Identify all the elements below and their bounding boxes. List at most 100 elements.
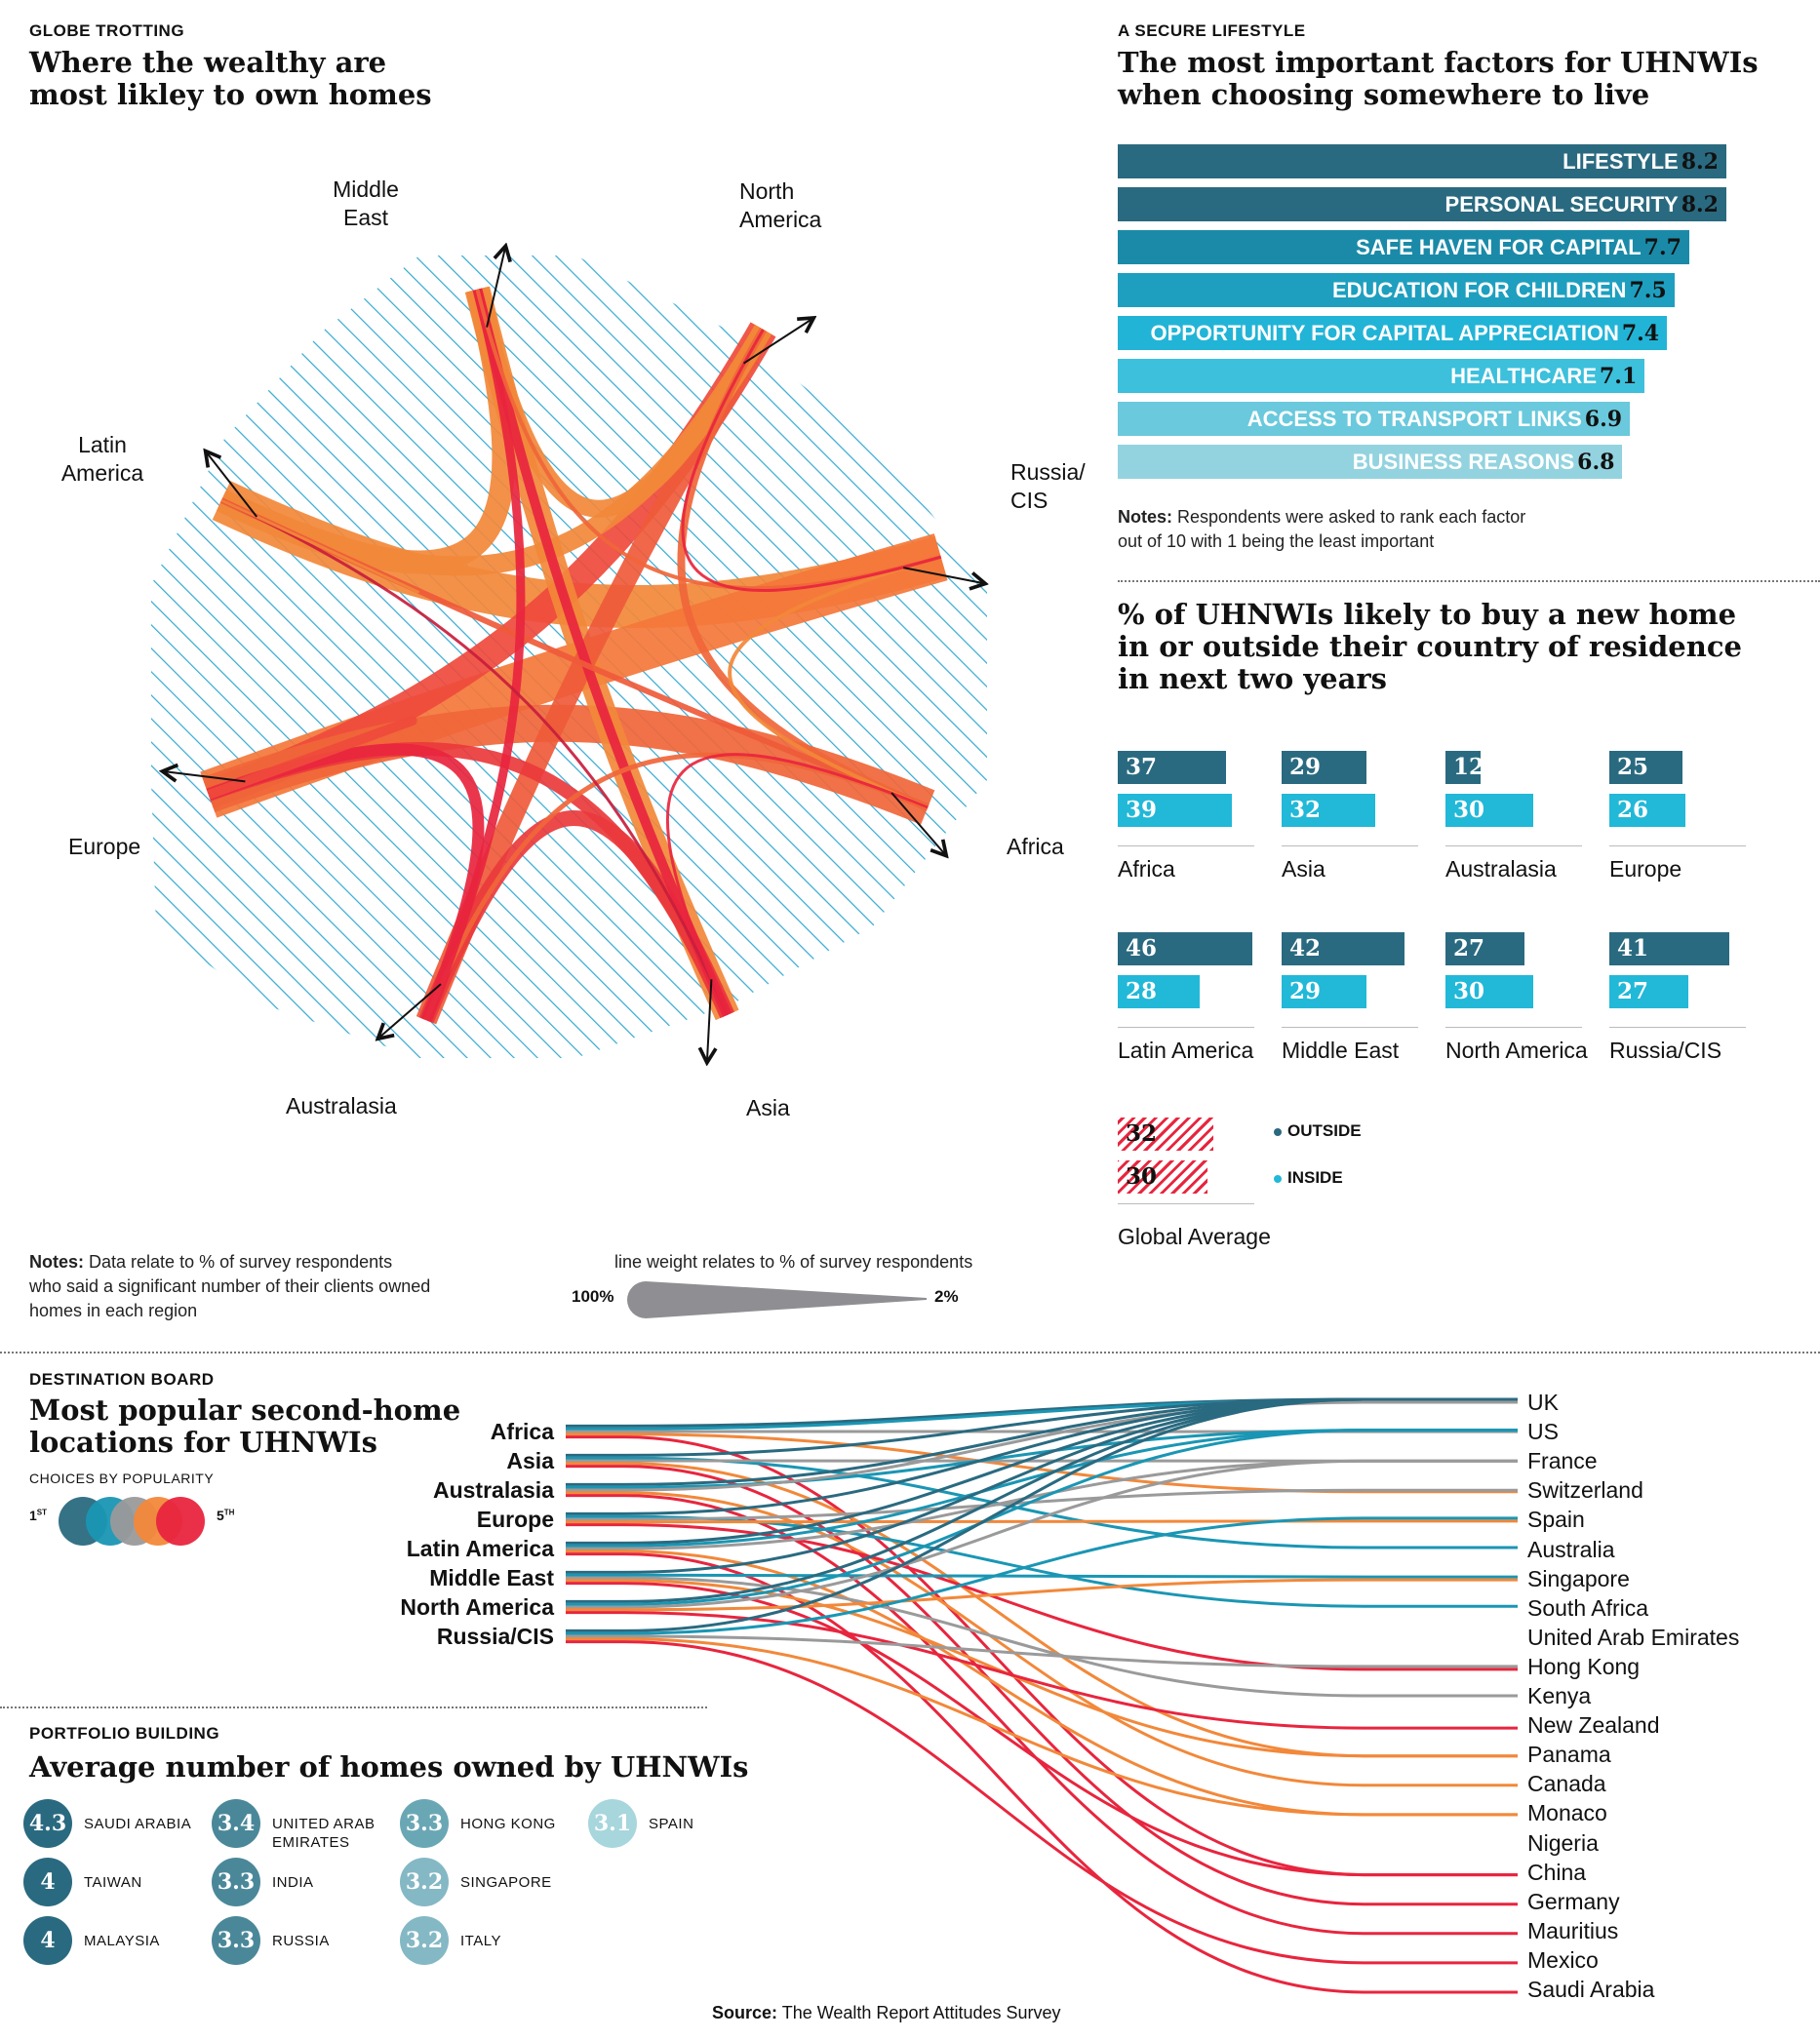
chord-ribbon-21 <box>665 753 929 1016</box>
category-rule <box>1118 845 1254 846</box>
region-latin-america: Latin America <box>49 431 156 488</box>
homes-value-4: 3.3 <box>212 1858 260 1906</box>
source-label-5: Middle East <box>429 1565 554 1590</box>
category-label-2: Australasia <box>1445 856 1557 882</box>
source-region-labels: Africa Asia Australasia Europe Latin America… <box>293 1419 554 1663</box>
destination-label-18: Mauritius <box>1527 1917 1619 1943</box>
legend-min-label: 2% <box>934 1287 959 1306</box>
flow-line-37 <box>566 1634 1518 1668</box>
category-label-6: North America <box>1445 1038 1588 1063</box>
flow-line-14 <box>566 1494 1518 1936</box>
factor-bar-value: 7.5 <box>1629 278 1667 303</box>
destination-label-8: United Arab Emirates <box>1527 1624 1740 1650</box>
category-rule <box>1609 1027 1746 1028</box>
region-arrow-5 <box>377 983 442 1039</box>
category-label-7: Russia/CIS <box>1609 1038 1722 1063</box>
homes-value-1: 4 <box>23 1858 72 1906</box>
section-divider-right <box>1118 580 1820 582</box>
flow-line-18 <box>566 1519 1518 1524</box>
factor-bar-label: OPPORTUNITY FOR CAPITAL APPRECIATION <box>1150 321 1619 345</box>
flow-line-31 <box>566 1429 1518 1606</box>
inside-legend-dot <box>1274 1175 1282 1183</box>
source-line: Source: The Wealth Report Attitudes Surv… <box>712 2003 1061 2023</box>
factor-bar-label: PERSONAL SECURITY <box>1444 192 1679 216</box>
outside-bar-7: 41 <box>1609 932 1729 965</box>
chord-ribbons <box>200 286 948 1025</box>
lifestyle-notes-text: Respondents were asked to rank each fact… <box>1172 507 1526 527</box>
global-outside-bar: 32 <box>1118 1118 1213 1151</box>
source-label-2: Australasia <box>432 1477 554 1503</box>
legend-last-num: 5 <box>217 1508 224 1523</box>
factor-bar-value: 7.1 <box>1600 364 1638 389</box>
inside-legend-label: INSIDE <box>1287 1168 1343 1187</box>
destination-label-10: Kenya <box>1527 1683 1592 1708</box>
flow-line-19 <box>566 1523 1518 1671</box>
category-label-5: Middle East <box>1282 1038 1400 1063</box>
factor-bar-value: 8.2 <box>1681 192 1719 217</box>
factor-bar-7: BUSINESS REASONS 6.8 <box>1118 445 1623 479</box>
globe-kicker: GLOBE TROTTING <box>29 21 185 40</box>
factor-bar-value: 8.2 <box>1681 149 1719 175</box>
outside-bar-1: 29 <box>1282 751 1366 784</box>
globe-notes: Notes: Data relate to % of survey respon… <box>29 1250 458 1323</box>
source-label-3: Europe <box>476 1507 554 1532</box>
category-rule <box>1445 1027 1582 1028</box>
globe-notes-line2: who said a significant number of their c… <box>29 1276 431 1296</box>
homes-country-6: HONG KONG <box>460 1816 556 1832</box>
popularity-caption: CHOICES BY POPULARITY <box>29 1471 215 1486</box>
flow-line-38 <box>566 1637 1518 1817</box>
region-arrow-1 <box>742 318 814 365</box>
destination-label-16: China <box>1527 1859 1587 1885</box>
lifestyle-title-line2: when choosing somewhere to live <box>1118 78 1650 111</box>
chord-ribbon-22 <box>207 716 417 800</box>
flow-line-21 <box>566 1429 1518 1548</box>
globe-notes-line3: homes in each region <box>29 1301 198 1320</box>
lifestyle-notes: Notes: Respondents were asked to rank ea… <box>1118 505 1525 554</box>
inside-bar-0: 39 <box>1118 794 1232 827</box>
inside-bar-7: 27 <box>1609 975 1688 1008</box>
region-asia: Asia <box>746 1095 790 1120</box>
buy-title: % of UHNWIs likely to buy a new home in … <box>1118 599 1742 695</box>
region-russia-l2: CIS <box>1010 488 1048 513</box>
lifestyle-title: The most important factors for UHNWIs wh… <box>1118 47 1759 111</box>
source-label-4: Latin America <box>406 1536 554 1561</box>
destination-title-line2: locations for UHNWIs <box>29 1426 377 1459</box>
factor-bar-6: ACCESS TO TRANSPORT LINKS 6.9 <box>1118 402 1631 436</box>
lifestyle-kicker: A SECURE LIFESTYLE <box>1118 21 1306 40</box>
source-bold: Source: <box>712 2003 778 2022</box>
source-label-0: Africa <box>490 1419 554 1444</box>
globe-title: Where the wealthy are most likley to own… <box>29 47 432 111</box>
factor-bar-label: LIFESTYLE <box>1563 149 1679 174</box>
category-rule <box>1445 845 1582 846</box>
homes-value-3: 3.4 <box>212 1799 260 1848</box>
outside-legend-dot <box>1274 1128 1282 1136</box>
homes-country-8: ITALY <box>460 1933 501 1949</box>
flow-line-26 <box>566 1573 1518 1579</box>
outside-bar-4: 46 <box>1118 932 1252 965</box>
flow-line-33 <box>566 1578 1518 1612</box>
region-latin-america-l2: America <box>60 460 144 486</box>
flow-line-27 <box>566 1576 1518 1698</box>
chord-arrows <box>162 246 985 1063</box>
destination-label-9: Hong Kong <box>1527 1653 1641 1679</box>
homes-country-0: SAUDI ARABIA <box>84 1816 192 1832</box>
chord-ribbon-12 <box>472 288 732 1017</box>
globe-title-line1: Where the wealthy are <box>29 46 387 79</box>
destination-label-12: Panama <box>1527 1742 1611 1768</box>
region-australasia: Australasia <box>286 1093 397 1118</box>
legend-last-sup: TH <box>223 1508 235 1517</box>
global-outside-value: 32 <box>1126 1120 1158 1147</box>
outside-bar-5: 42 <box>1282 932 1405 965</box>
destination-label-20: Saudi Arabia <box>1527 1977 1655 2002</box>
global-inside-bar: 30 <box>1118 1160 1207 1194</box>
buy-title-line2: in or outside their country of residence <box>1118 630 1742 663</box>
region-russia-l1: Russia/ <box>1010 459 1086 485</box>
factor-bar-4: OPPORTUNITY FOR CAPITAL APPRECIATION 7.4 <box>1118 316 1668 350</box>
category-label-1: Asia <box>1282 856 1325 882</box>
factor-bar-2: SAFE HAVEN FOR CAPITAL 7.7 <box>1118 230 1689 264</box>
globe-title-line2: most likley to own homes <box>29 78 432 111</box>
region-europe: Europe <box>68 834 141 859</box>
destination-label-7: South Africa <box>1527 1594 1649 1621</box>
section-divider-middle <box>0 1352 1820 1353</box>
flow-line-11 <box>566 1429 1518 1489</box>
